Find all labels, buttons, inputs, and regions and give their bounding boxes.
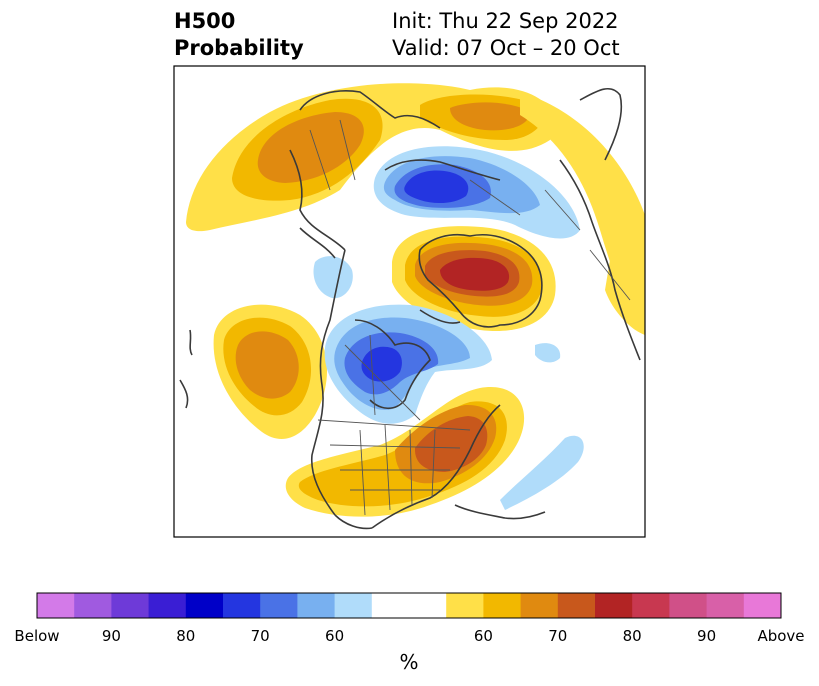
anomaly-above-eastern-us	[285, 387, 525, 517]
init-date: Init: Thu 22 Sep 2022	[392, 9, 619, 33]
colorbar-segment	[409, 593, 447, 618]
colorbar-unit: %	[399, 650, 419, 674]
anomaly-above-asia-arc	[520, 92, 645, 335]
colorbar-tick-label: 60	[473, 627, 493, 645]
title-right: Init: Thu 22 Sep 2022 Valid: 07 Oct – 20…	[392, 8, 620, 62]
product-label: Probability	[174, 36, 304, 60]
colorbar-tick-label: Above	[757, 627, 805, 645]
anomaly-below-alaska-patch	[313, 256, 353, 299]
anomaly-above-ne-pacific	[213, 304, 327, 439]
colorbar-tick-label: 70	[250, 627, 270, 645]
colorbar-segment	[148, 593, 187, 618]
coastlines	[179, 87, 641, 530]
colorbar-frame	[36, 592, 782, 619]
map-frame	[173, 65, 646, 538]
colorbar-segment	[74, 593, 112, 618]
colorbar-tick-label: 80	[622, 627, 642, 645]
colorbar-tick-label: 70	[548, 627, 568, 645]
colorbar-tick-label: Below	[14, 627, 60, 645]
political-borders	[309, 119, 631, 516]
colorbar-segment	[111, 593, 150, 618]
colorbar-segment	[669, 593, 708, 618]
title-left: H500 Probability	[174, 8, 304, 62]
map-field	[174, 66, 645, 537]
colorbar-segment	[223, 593, 261, 618]
colorbar-segment	[743, 593, 782, 618]
colorbar-segment	[371, 593, 410, 618]
colorbar-segment	[446, 593, 484, 618]
anomaly-below-arctic	[373, 146, 580, 239]
colorbar-segment	[260, 593, 298, 618]
colorbar-segment	[37, 593, 75, 618]
colorbar-tick-label: 80	[176, 627, 196, 645]
colorbar-segment	[632, 593, 670, 618]
colorbar	[37, 593, 782, 618]
colorbar-segment	[297, 593, 336, 618]
valid-range: Valid: 07 Oct – 20 Oct	[392, 36, 620, 60]
colorbar-tick-label: 90	[697, 627, 717, 645]
anomaly-above-alaska	[186, 83, 556, 232]
anomaly-above-greenland	[392, 226, 556, 332]
colorbar-segment	[595, 593, 633, 618]
colorbar-tick-label: 60	[325, 627, 345, 645]
anomaly-below-atlantic-streak	[500, 435, 584, 510]
colorbar-segment	[706, 593, 745, 618]
colorbar-segment	[483, 593, 522, 618]
colorbar-segment	[334, 593, 373, 618]
colorbar-segment	[520, 593, 559, 618]
anomaly-below-norway-patch	[535, 343, 561, 363]
variable-label: H500	[174, 9, 236, 33]
colorbar-segment	[185, 593, 224, 618]
colorbar-segment	[557, 593, 596, 618]
anomaly-below-canada	[324, 304, 492, 424]
colorbar-tick-label: 90	[101, 627, 121, 645]
